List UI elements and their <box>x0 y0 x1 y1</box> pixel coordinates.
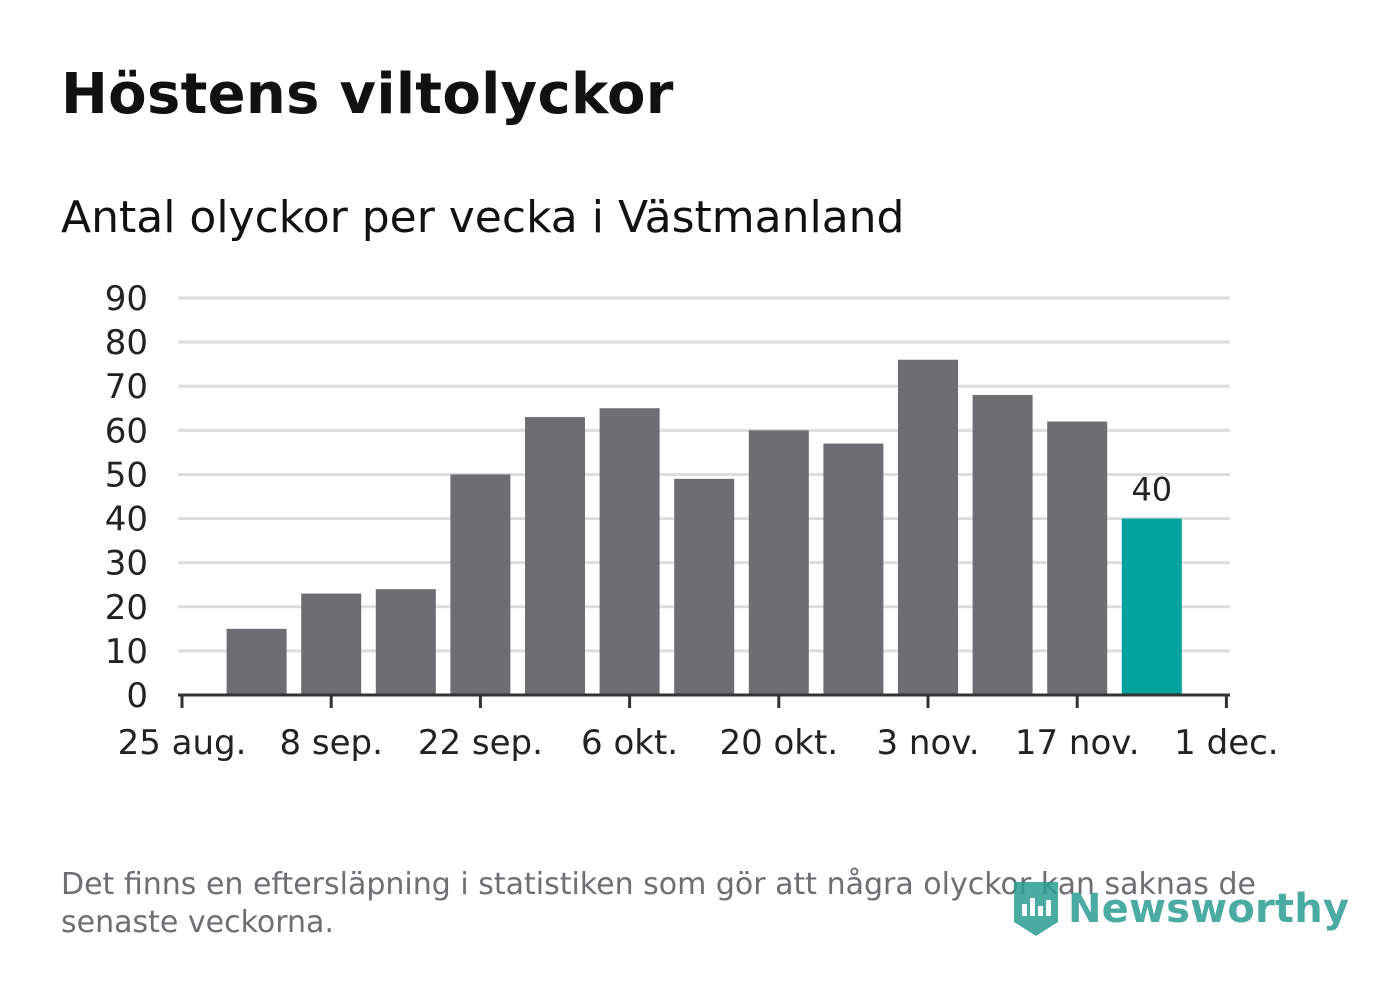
bar <box>972 395 1033 695</box>
bar <box>1047 421 1108 695</box>
x-tick-label: 25 aug. <box>118 723 247 763</box>
y-tick-label: 40 <box>105 500 148 540</box>
y-tick-label: 70 <box>105 367 148 407</box>
bar <box>450 474 511 695</box>
x-tick-label: 20 okt. <box>719 723 838 763</box>
x-tick-label: 1 dec. <box>1174 723 1278 763</box>
bar <box>1121 518 1182 695</box>
bar <box>748 430 809 695</box>
y-tick-label: 50 <box>105 455 148 495</box>
bar <box>226 628 287 695</box>
bar <box>823 443 884 695</box>
y-tick-label: 10 <box>105 632 148 672</box>
chart-title: Höstens viltolyckor <box>61 62 674 127</box>
y-tick-label: 30 <box>105 544 148 584</box>
y-tick-label: 90 <box>105 279 148 319</box>
x-tick-label: 22 sep. <box>418 723 543 763</box>
chart-subtitle: Antal olyckor per vecka i Västmanland <box>61 192 905 243</box>
bar <box>301 593 362 695</box>
newsworthy-logo-icon <box>1014 882 1058 936</box>
bar <box>525 417 585 695</box>
x-tick-label: 17 nov. <box>1015 723 1140 763</box>
logo-text: Newsworthy <box>1068 886 1350 932</box>
bar <box>674 478 735 695</box>
x-tick-label: 3 nov. <box>876 723 979 763</box>
y-tick-label: 0 <box>126 676 148 716</box>
y-tick-label: 80 <box>105 323 148 363</box>
bar <box>375 589 436 695</box>
x-tick-label: 8 sep. <box>279 723 382 763</box>
x-tick-label: 6 okt. <box>581 723 678 763</box>
bar <box>599 408 660 695</box>
data-label: 40 <box>1131 471 1172 509</box>
newsworthy-logo: Newsworthy <box>1010 878 1349 940</box>
y-tick-label: 20 <box>105 588 148 628</box>
bar <box>898 359 958 695</box>
y-tick-label: 60 <box>105 411 148 451</box>
